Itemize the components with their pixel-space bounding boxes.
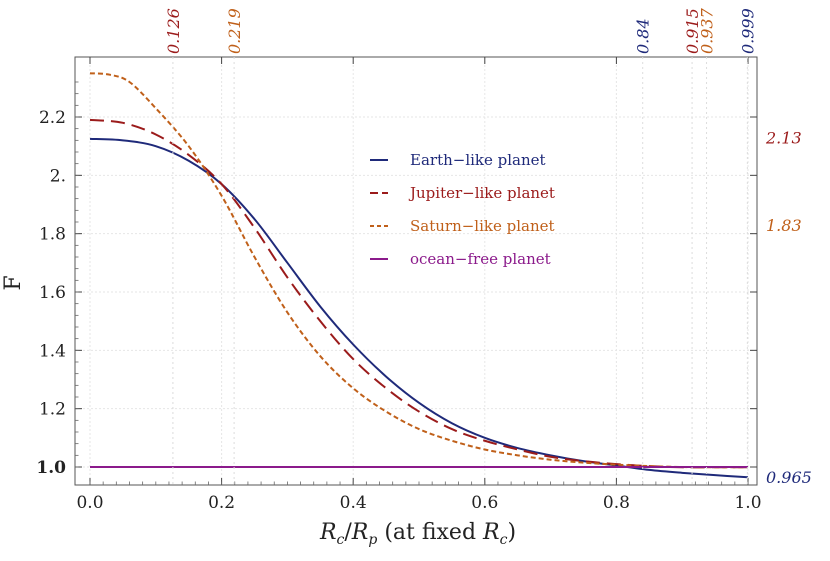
top-marker-label: 0.219 — [225, 8, 244, 54]
y-tick-label: 1.0 — [36, 458, 66, 478]
legend-label: Earth−like planet — [410, 151, 546, 169]
top-marker-label: 0.937 — [698, 7, 717, 54]
right-marker-label: 2.13 — [765, 128, 802, 147]
y-tick-label: 1.8 — [39, 225, 66, 245]
top-marker-label: 0.915 — [683, 8, 702, 54]
x-tick-label: 0.4 — [340, 493, 367, 513]
legend: Earth−like planet Jupiter−like planet Satu… — [370, 151, 555, 268]
x-tick-label: 1.0 — [734, 493, 761, 513]
y-tick-label: 1.4 — [39, 341, 66, 361]
top-marker-label: 0.84 — [634, 18, 653, 54]
y-tick-label: 1.2 — [39, 400, 66, 420]
right-marker-label: 0.965 — [766, 468, 812, 487]
x-axis-title: Rc/Rp (at fixed Rc) — [319, 520, 516, 548]
y-axis-title: F — [1, 275, 26, 290]
plot-frame — [74, 56, 758, 486]
x-tick-label: 0.8 — [603, 493, 630, 513]
legend-label: Saturn−like planet — [410, 217, 555, 235]
y-tick-label: 2. — [50, 166, 66, 186]
tick-layer: 0.0 0.2 0.4 0.6 0.8 1.0 1.0 1.2 1.4 1.6 1.8 2. 2.2 — [36, 57, 762, 513]
legend-label: ocean−free planet — [410, 250, 551, 268]
right-marker-label: 1.83 — [766, 216, 802, 235]
y-tick-label: 1.6 — [39, 283, 66, 303]
legend-label: Jupiter−like planet — [408, 184, 555, 202]
top-marker-label: 0.126 — [164, 8, 183, 54]
series-line — [89, 137, 749, 479]
x-tick-label: 0.2 — [208, 493, 235, 513]
series-line — [89, 118, 748, 469]
x-tick-label: 0.6 — [471, 493, 498, 513]
x-tick-label: 0.0 — [76, 493, 103, 513]
y-tick-label: 2.2 — [39, 108, 66, 128]
top-marker-label: 0.999 — [738, 8, 757, 54]
